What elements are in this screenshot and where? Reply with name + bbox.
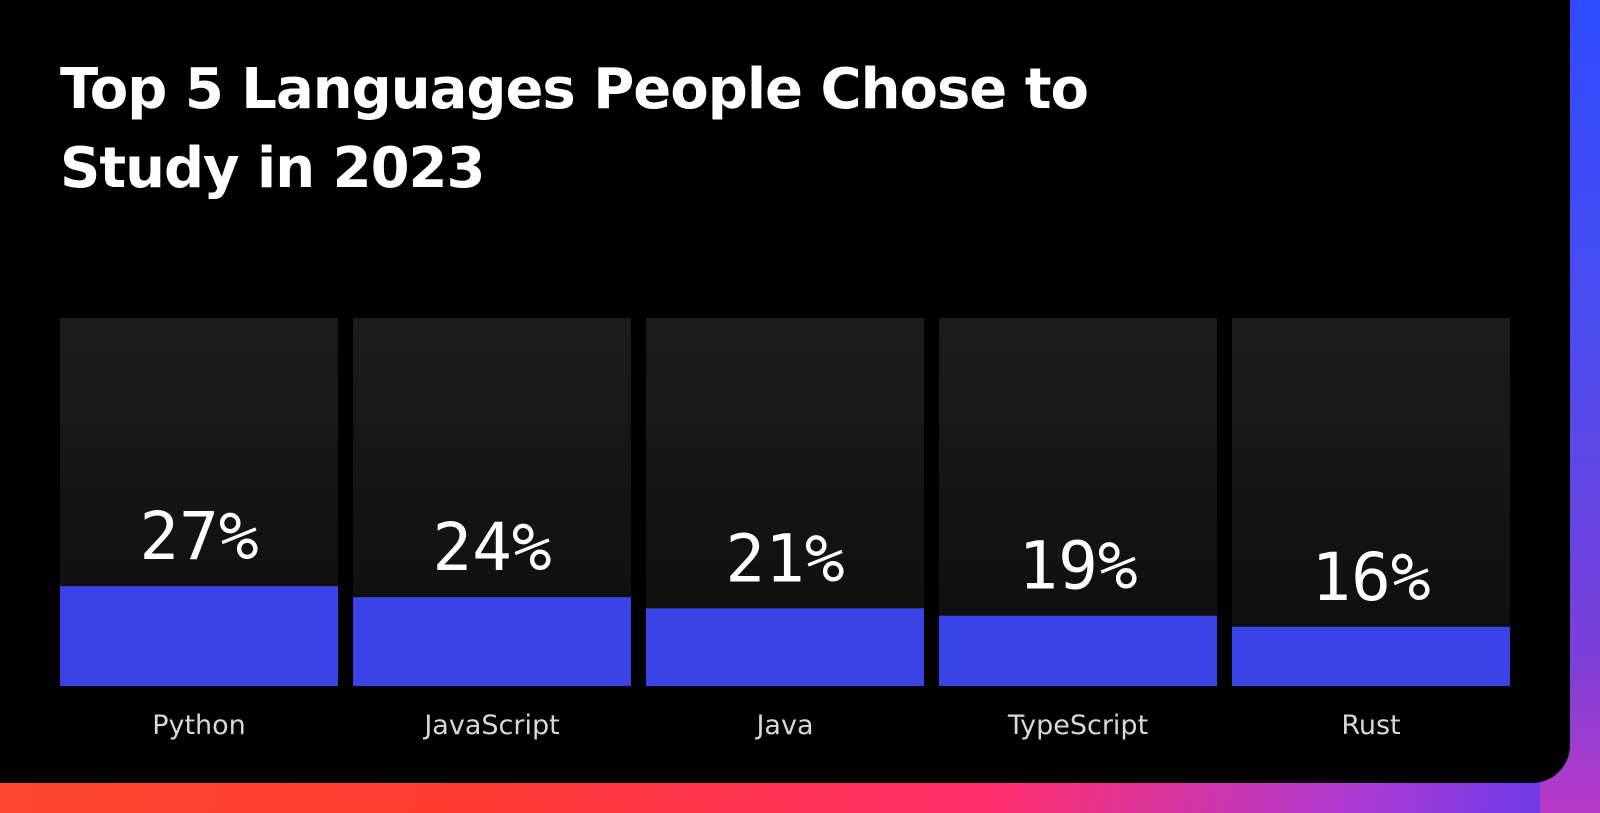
bar-python <box>60 586 338 686</box>
bar-chart: 27% Python 24% JavaScript 21% Java 19% TypeScri… <box>60 318 1510 741</box>
category-label-rust: Rust <box>1341 710 1400 741</box>
value-label-javascript: 24% <box>432 509 551 586</box>
bar-javascript <box>353 597 631 686</box>
category-label-javascript: JavaScript <box>422 710 559 741</box>
bar-java <box>646 608 924 686</box>
value-label-rust: 16% <box>1311 539 1430 616</box>
chart-card: Top 5 Languages People Chose to Study in… <box>0 0 1570 783</box>
value-label-java: 21% <box>725 520 844 597</box>
value-label-typescript: 19% <box>1018 528 1137 605</box>
bars-group: 27% Python 24% JavaScript 21% Java 19% TypeScri… <box>60 318 1510 741</box>
category-label-typescript: TypeScript <box>1007 710 1148 741</box>
category-label-java: Java <box>754 710 813 741</box>
chart-title: Top 5 Languages People Chose to Study in… <box>60 57 1089 201</box>
value-label-python: 27% <box>139 498 258 575</box>
bar-typescript <box>939 615 1217 686</box>
category-label-python: Python <box>152 710 246 741</box>
bar-track-rust <box>1232 318 1510 686</box>
bar-rust <box>1232 626 1510 686</box>
